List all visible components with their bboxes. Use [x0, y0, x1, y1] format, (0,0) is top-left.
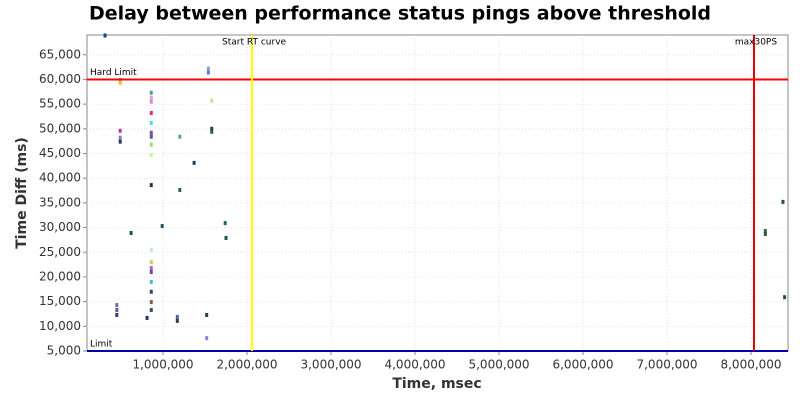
y-tick-label: 25,000	[39, 245, 81, 259]
point	[175, 314, 179, 319]
point	[129, 230, 133, 235]
point	[175, 318, 179, 323]
marker-label: max30PS	[735, 38, 777, 48]
point	[115, 308, 119, 313]
point	[145, 315, 149, 320]
threshold-label: Hard Limit	[90, 68, 137, 78]
point	[149, 90, 153, 95]
x-tick-label: 6,000,000	[552, 358, 613, 372]
point	[118, 135, 122, 140]
point	[115, 303, 119, 308]
marker-label: Start RT curve	[222, 38, 286, 48]
point	[783, 295, 787, 300]
point	[178, 134, 182, 139]
y-tick-label: 10,000	[39, 319, 81, 333]
point	[149, 260, 153, 265]
x-tick-label: 7,000,000	[636, 358, 697, 372]
x-tick-label: 4,000,000	[384, 358, 445, 372]
point	[118, 128, 122, 133]
point	[223, 221, 227, 226]
x-tick-label: 3,000,000	[300, 358, 361, 372]
point	[149, 183, 153, 188]
x-tick-label: 8,000,000	[720, 358, 781, 372]
point	[781, 199, 785, 204]
point	[224, 235, 228, 240]
point	[210, 129, 214, 134]
point	[206, 70, 210, 75]
y-tick-label: 40,000	[39, 171, 81, 185]
point	[118, 139, 122, 144]
y-tick-label: 55,000	[39, 97, 81, 111]
point	[149, 247, 153, 252]
y-tick-label: 5,000	[47, 344, 81, 358]
point	[149, 270, 153, 274]
y-tick-label: 30,000	[39, 220, 81, 234]
point	[149, 99, 153, 104]
point	[763, 229, 767, 234]
point	[149, 300, 153, 305]
point	[149, 266, 153, 271]
y-tick-label: 50,000	[39, 121, 81, 135]
point	[149, 142, 153, 147]
point	[149, 289, 153, 294]
point	[118, 80, 122, 85]
point	[192, 160, 196, 165]
y-tick-label: 65,000	[39, 47, 81, 61]
point	[210, 126, 214, 131]
y-tick-label: 15,000	[39, 294, 81, 308]
point	[206, 66, 210, 71]
point	[205, 336, 209, 341]
point	[160, 224, 164, 229]
point	[149, 134, 153, 139]
y-tick-label: 20,000	[39, 269, 81, 283]
y-axis-label: Time Diff (ms)	[14, 137, 30, 249]
point	[210, 98, 214, 103]
threshold-label: Limit	[90, 340, 113, 350]
x-tick-label: 5,000,000	[468, 358, 529, 372]
point	[149, 152, 153, 157]
point	[149, 279, 153, 284]
x-tick-label: 2,000,000	[216, 358, 277, 372]
point	[149, 120, 153, 125]
y-tick-label: 60,000	[39, 72, 81, 86]
point	[149, 95, 153, 100]
y-tick-label: 35,000	[39, 195, 81, 209]
y-tick-label: 45,000	[39, 146, 81, 160]
point	[149, 130, 153, 135]
point	[103, 33, 107, 38]
point	[149, 111, 153, 116]
plot-area	[86, 34, 789, 352]
point	[115, 312, 119, 317]
point	[763, 231, 767, 236]
point	[149, 308, 153, 313]
point	[205, 312, 209, 317]
x-tick-label: 1,000,000	[132, 358, 193, 372]
point	[178, 188, 182, 193]
chart-title: Delay between performance status pings a…	[89, 3, 711, 25]
x-axis-label: Time, msec	[392, 376, 481, 392]
